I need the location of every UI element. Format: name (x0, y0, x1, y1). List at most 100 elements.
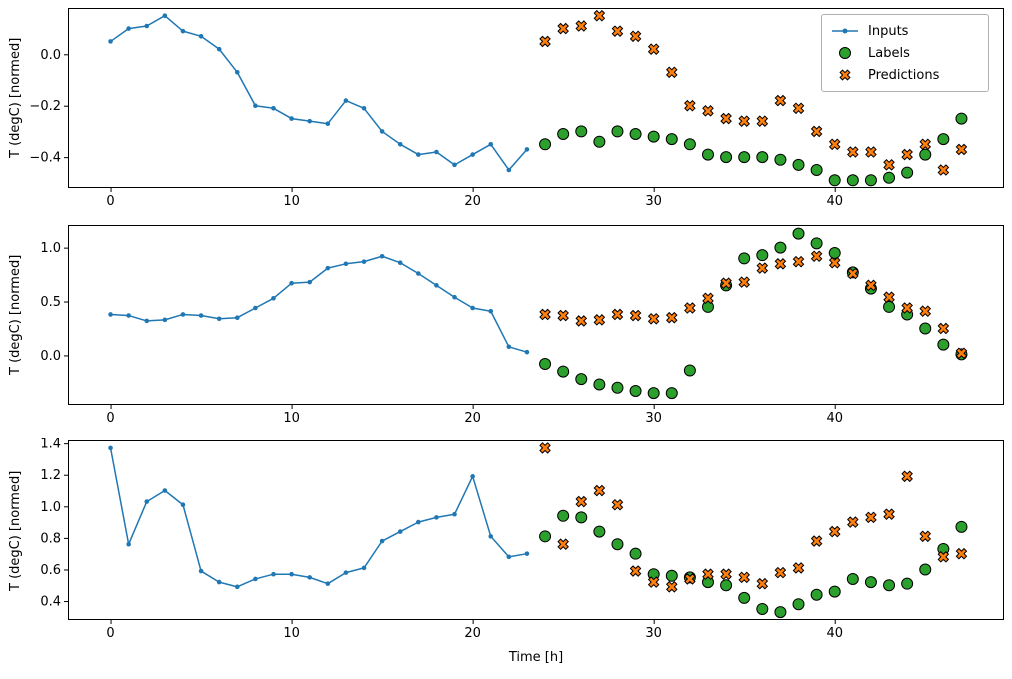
prediction-point (865, 511, 877, 524)
inputs-point (234, 584, 240, 590)
prediction-point (847, 146, 859, 158)
prediction-point (756, 115, 769, 127)
inputs-series (108, 253, 530, 355)
label-point (665, 569, 678, 582)
inputs-point (289, 280, 294, 286)
inputs-point (506, 554, 512, 560)
prediction-point (901, 148, 913, 161)
inputs-point (379, 253, 385, 259)
prediction-point (847, 516, 859, 528)
prediction-point (738, 571, 750, 584)
axes-box (68, 440, 1004, 620)
predictions-series (539, 250, 968, 360)
label-point (792, 227, 805, 240)
prediction-point (792, 255, 805, 268)
inputs-point (470, 474, 475, 479)
prediction-point (611, 25, 624, 37)
label-point (738, 252, 751, 265)
inputs-point (379, 129, 385, 134)
inputs-point (416, 152, 421, 157)
inputs-line-icon (832, 28, 858, 34)
label-point (792, 598, 805, 611)
prediction-point (919, 138, 932, 151)
label-point (738, 151, 751, 164)
label-point (665, 387, 678, 400)
inputs-point (126, 313, 131, 318)
label-point (756, 151, 769, 164)
prediction-point (684, 302, 696, 314)
x-tick-label: 10 (283, 194, 300, 209)
inputs-point (198, 33, 204, 39)
prediction-point (865, 146, 877, 158)
inputs-point (307, 279, 312, 285)
inputs-point (198, 313, 204, 318)
y-axis-ticks: 0.0 −0.2 −0.4 (29, 48, 68, 166)
prediction-point (865, 279, 877, 292)
x-tick-label: 20 (464, 194, 481, 209)
label-point (593, 135, 606, 148)
label-point (955, 520, 968, 533)
inputs-point (524, 551, 530, 556)
inputs-point (271, 571, 276, 577)
inputs-point (108, 39, 113, 44)
y-tick-label: 1.0 (40, 500, 61, 515)
label-point (810, 164, 823, 176)
prediction-point (774, 94, 787, 107)
subplot-3: 0 10 20 30 40 0.4 0.6 0.8 1.0 1.2 1.4 (40, 438, 1004, 641)
x-tick-label: 40 (826, 411, 843, 426)
prediction-point (629, 309, 642, 322)
labels-circle-icon (839, 47, 851, 59)
y-axis-ticks: 0.4 0.6 0.8 1.0 1.2 1.4 (40, 438, 68, 610)
inputs-point (470, 305, 475, 311)
label-point (557, 128, 570, 140)
inputs-point (216, 579, 222, 585)
label-point (629, 384, 642, 397)
legend-item-predictions: Predictions (830, 64, 980, 86)
prediction-point (684, 573, 696, 585)
predictions-series (539, 9, 968, 176)
inputs-point (488, 534, 494, 539)
prediction-point (883, 508, 895, 521)
inputs-point (361, 565, 367, 571)
prediction-point (702, 568, 714, 581)
inputs-point (144, 23, 150, 29)
label-point (575, 125, 588, 138)
prediction-point (539, 442, 551, 454)
prediction-point (720, 568, 732, 581)
prediction-point (774, 258, 787, 270)
inputs-point (253, 305, 258, 311)
prediction-point (901, 302, 913, 314)
label-point (738, 591, 751, 604)
inputs-point (434, 515, 439, 520)
predictions-x-icon (839, 69, 851, 81)
inputs-point (234, 69, 240, 75)
inputs-point (343, 261, 349, 267)
prediction-point (575, 315, 588, 327)
label-point (883, 171, 896, 184)
prediction-point (810, 125, 823, 138)
label-point (828, 247, 841, 260)
legend: Inputs Labels Predictions (821, 14, 989, 92)
inputs-point (216, 46, 222, 52)
inputs-point (307, 118, 312, 124)
legend-label-inputs: Inputs (868, 23, 909, 39)
prediction-point (828, 525, 841, 538)
prediction-point (539, 35, 551, 48)
label-point (774, 606, 787, 619)
inputs-point (397, 260, 403, 266)
label-point (701, 148, 714, 161)
prediction-point (720, 112, 732, 125)
inputs-point (108, 445, 113, 451)
label-point (883, 579, 896, 592)
x-axis-ticks: 0 10 20 30 40 (106, 188, 843, 209)
label-point (828, 174, 841, 187)
label-point (901, 577, 914, 590)
labels-series (539, 112, 968, 187)
prediction-point (792, 102, 805, 115)
inputs-point (343, 570, 349, 575)
label-point (629, 128, 642, 140)
inputs-point (180, 28, 186, 34)
x-tick-label: 30 (645, 411, 662, 426)
inputs-point (506, 167, 512, 173)
prediction-point (738, 115, 750, 127)
